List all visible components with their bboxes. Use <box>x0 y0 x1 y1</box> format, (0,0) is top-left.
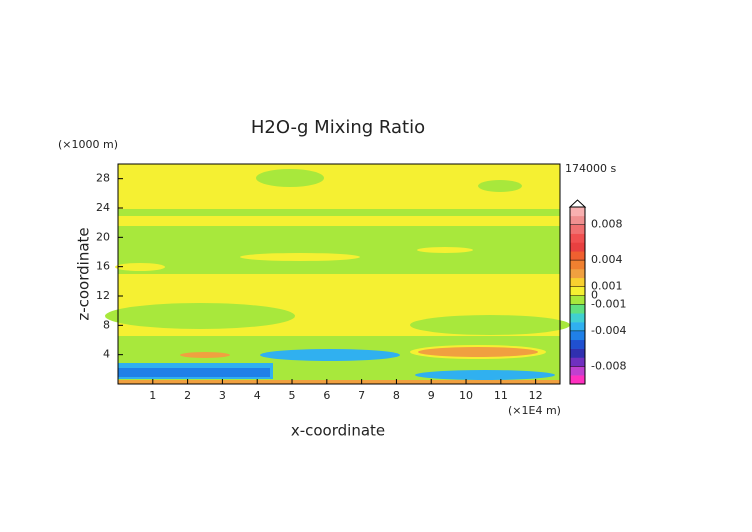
colorbar-tick-label: 0 <box>591 289 598 302</box>
colorbar-band <box>570 233 585 243</box>
x-tick-label: 2 <box>184 389 191 402</box>
colorbar-band <box>570 295 585 305</box>
y-tick-label: 8 <box>103 318 110 331</box>
y-tick-label: 4 <box>103 348 110 361</box>
colorbar-band <box>570 268 585 279</box>
region <box>418 347 538 357</box>
colorbar-band <box>570 357 585 367</box>
y-tick-label: 16 <box>96 260 110 273</box>
contour-field <box>105 163 570 385</box>
colorbar-band <box>570 242 585 252</box>
x-tick-label: 8 <box>393 389 400 402</box>
x-axis-title: x-coordinate <box>291 422 385 440</box>
colorbar-tick-label: 0.004 <box>591 253 623 266</box>
x-tick-label: 6 <box>323 389 330 402</box>
colorbar-band <box>570 215 585 225</box>
region <box>415 370 555 380</box>
x-tick-label: 3 <box>219 389 226 402</box>
colorbar-band <box>570 366 585 376</box>
colorbar-band <box>570 330 585 341</box>
colorbar-band <box>570 304 585 314</box>
x-tick-label: 7 <box>358 389 365 402</box>
colorbar-band <box>570 286 585 296</box>
chart-title: H2O-g Mixing Ratio <box>251 117 425 138</box>
x-tick-label: 10 <box>459 389 473 402</box>
colorbar-tick-label: 0.008 <box>591 218 623 231</box>
colorbar-band <box>570 251 585 261</box>
x-tick-label: 4 <box>254 389 261 402</box>
x-tick-label: 12 <box>529 389 543 402</box>
y-tick-label: 12 <box>96 289 110 302</box>
colorbar-band <box>570 322 585 332</box>
x-tick-label: 1 <box>149 389 156 402</box>
region <box>115 263 165 271</box>
y-tick-label: 20 <box>96 230 110 243</box>
colorbar-band <box>570 348 585 358</box>
colorbar-band <box>570 207 585 217</box>
region <box>118 380 560 384</box>
colorbar-band <box>570 375 585 385</box>
colorbar-tick-label: -0.004 <box>591 324 626 337</box>
region <box>105 303 295 329</box>
region <box>256 169 324 187</box>
colorbar-tick-label: -0.008 <box>591 359 626 372</box>
colorbar-band <box>570 260 585 270</box>
plot-frame <box>117 163 561 385</box>
x-tick-label: 11 <box>494 389 508 402</box>
colorbar-extend <box>568 199 587 208</box>
region <box>118 226 560 274</box>
y-unit: (×1000 m) <box>58 138 118 151</box>
colorbar-tick-label: -0.001 <box>591 297 626 310</box>
colorbar-band <box>570 224 585 234</box>
region <box>478 180 522 192</box>
y-tick-label: 24 <box>96 201 110 214</box>
x-tick-label: 9 <box>428 389 435 402</box>
colorbar-band <box>570 313 585 323</box>
x-unit: (×1E4 m) <box>508 404 561 417</box>
region <box>118 368 270 377</box>
time-label: 174000 s <box>565 162 616 175</box>
y-axis-title: z-coordinate <box>75 227 93 320</box>
region <box>240 253 360 261</box>
colorbar-band <box>570 339 585 349</box>
colorbar-band <box>570 277 585 287</box>
x-tick-label: 5 <box>289 389 296 402</box>
region <box>410 315 570 335</box>
colorbar-tick-label: 0.001 <box>591 280 623 293</box>
y-tick-label: 28 <box>96 172 110 185</box>
region <box>180 352 230 358</box>
region <box>118 209 560 216</box>
region <box>417 247 473 253</box>
region <box>260 349 400 361</box>
